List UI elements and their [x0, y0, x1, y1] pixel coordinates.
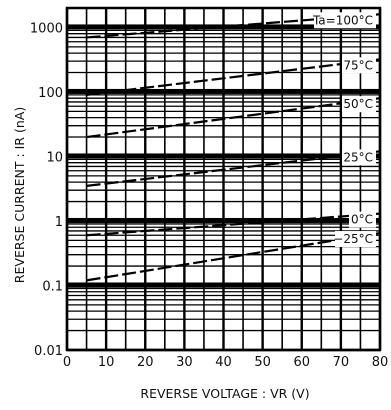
curve-series-4	[86, 212, 381, 237]
series-label-bg	[342, 96, 376, 113]
y-axis-title: REVERSE CURRENT : IR (nA)	[12, 107, 27, 283]
series-labels: Ta=100°C 75°C 50°C 25°C 0°C −25°C	[312, 12, 376, 248]
series-label-3: 25°C	[343, 150, 373, 164]
series-label-bg	[335, 231, 376, 248]
y-tick-labels: 0.01 0.1 1 10 100 1000	[30, 21, 63, 359]
x-tick-label: 80	[372, 355, 389, 370]
series-label-bg	[342, 149, 376, 166]
x-tick-label: 10	[98, 355, 115, 370]
y-tick-label: 0.01	[34, 344, 63, 359]
x-tick-label: 50	[254, 355, 271, 370]
curve-series-1	[86, 58, 381, 96]
plot-border	[65, 6, 382, 352]
plot-frame	[65, 6, 382, 352]
decade-band	[67, 153, 380, 159]
series-label-1: 75°C	[343, 58, 373, 72]
y-tick-label: 100	[38, 86, 63, 101]
grid	[65, 7, 382, 352]
x-tick-label: 20	[137, 355, 154, 370]
curve-series-3	[86, 150, 381, 187]
y-tick-label: 1	[55, 215, 63, 230]
series-label-2: 50°C	[343, 97, 373, 111]
y-tick-label: 10	[46, 150, 63, 165]
series-label-bg	[314, 12, 376, 29]
x-tick-labels: 0 10 20 30 40 50 60 70 80	[63, 355, 388, 370]
series-label-bg	[342, 57, 376, 74]
decade-band	[67, 88, 380, 94]
x-tick-label: 60	[293, 355, 310, 370]
curve-series-2	[86, 97, 381, 139]
series-label-5: −25°C	[333, 232, 373, 246]
decade-band	[67, 217, 380, 223]
series-label-0: Ta=100°C	[312, 13, 373, 27]
x-tick-label: 0	[63, 355, 71, 370]
x-tick-label: 70	[333, 355, 350, 370]
series-label-4: 0°C	[351, 213, 373, 227]
curve-series-5	[86, 231, 381, 282]
series-label-bg	[349, 211, 376, 228]
x-axis-title: REVERSE VOLTAGE : VR (V)	[140, 386, 309, 401]
y-tick-label: 1000	[30, 21, 63, 36]
y-tick-label: 0.1	[42, 279, 63, 294]
decade-band	[67, 282, 380, 288]
x-tick-label: 40	[215, 355, 232, 370]
x-tick-label: 30	[176, 355, 193, 370]
